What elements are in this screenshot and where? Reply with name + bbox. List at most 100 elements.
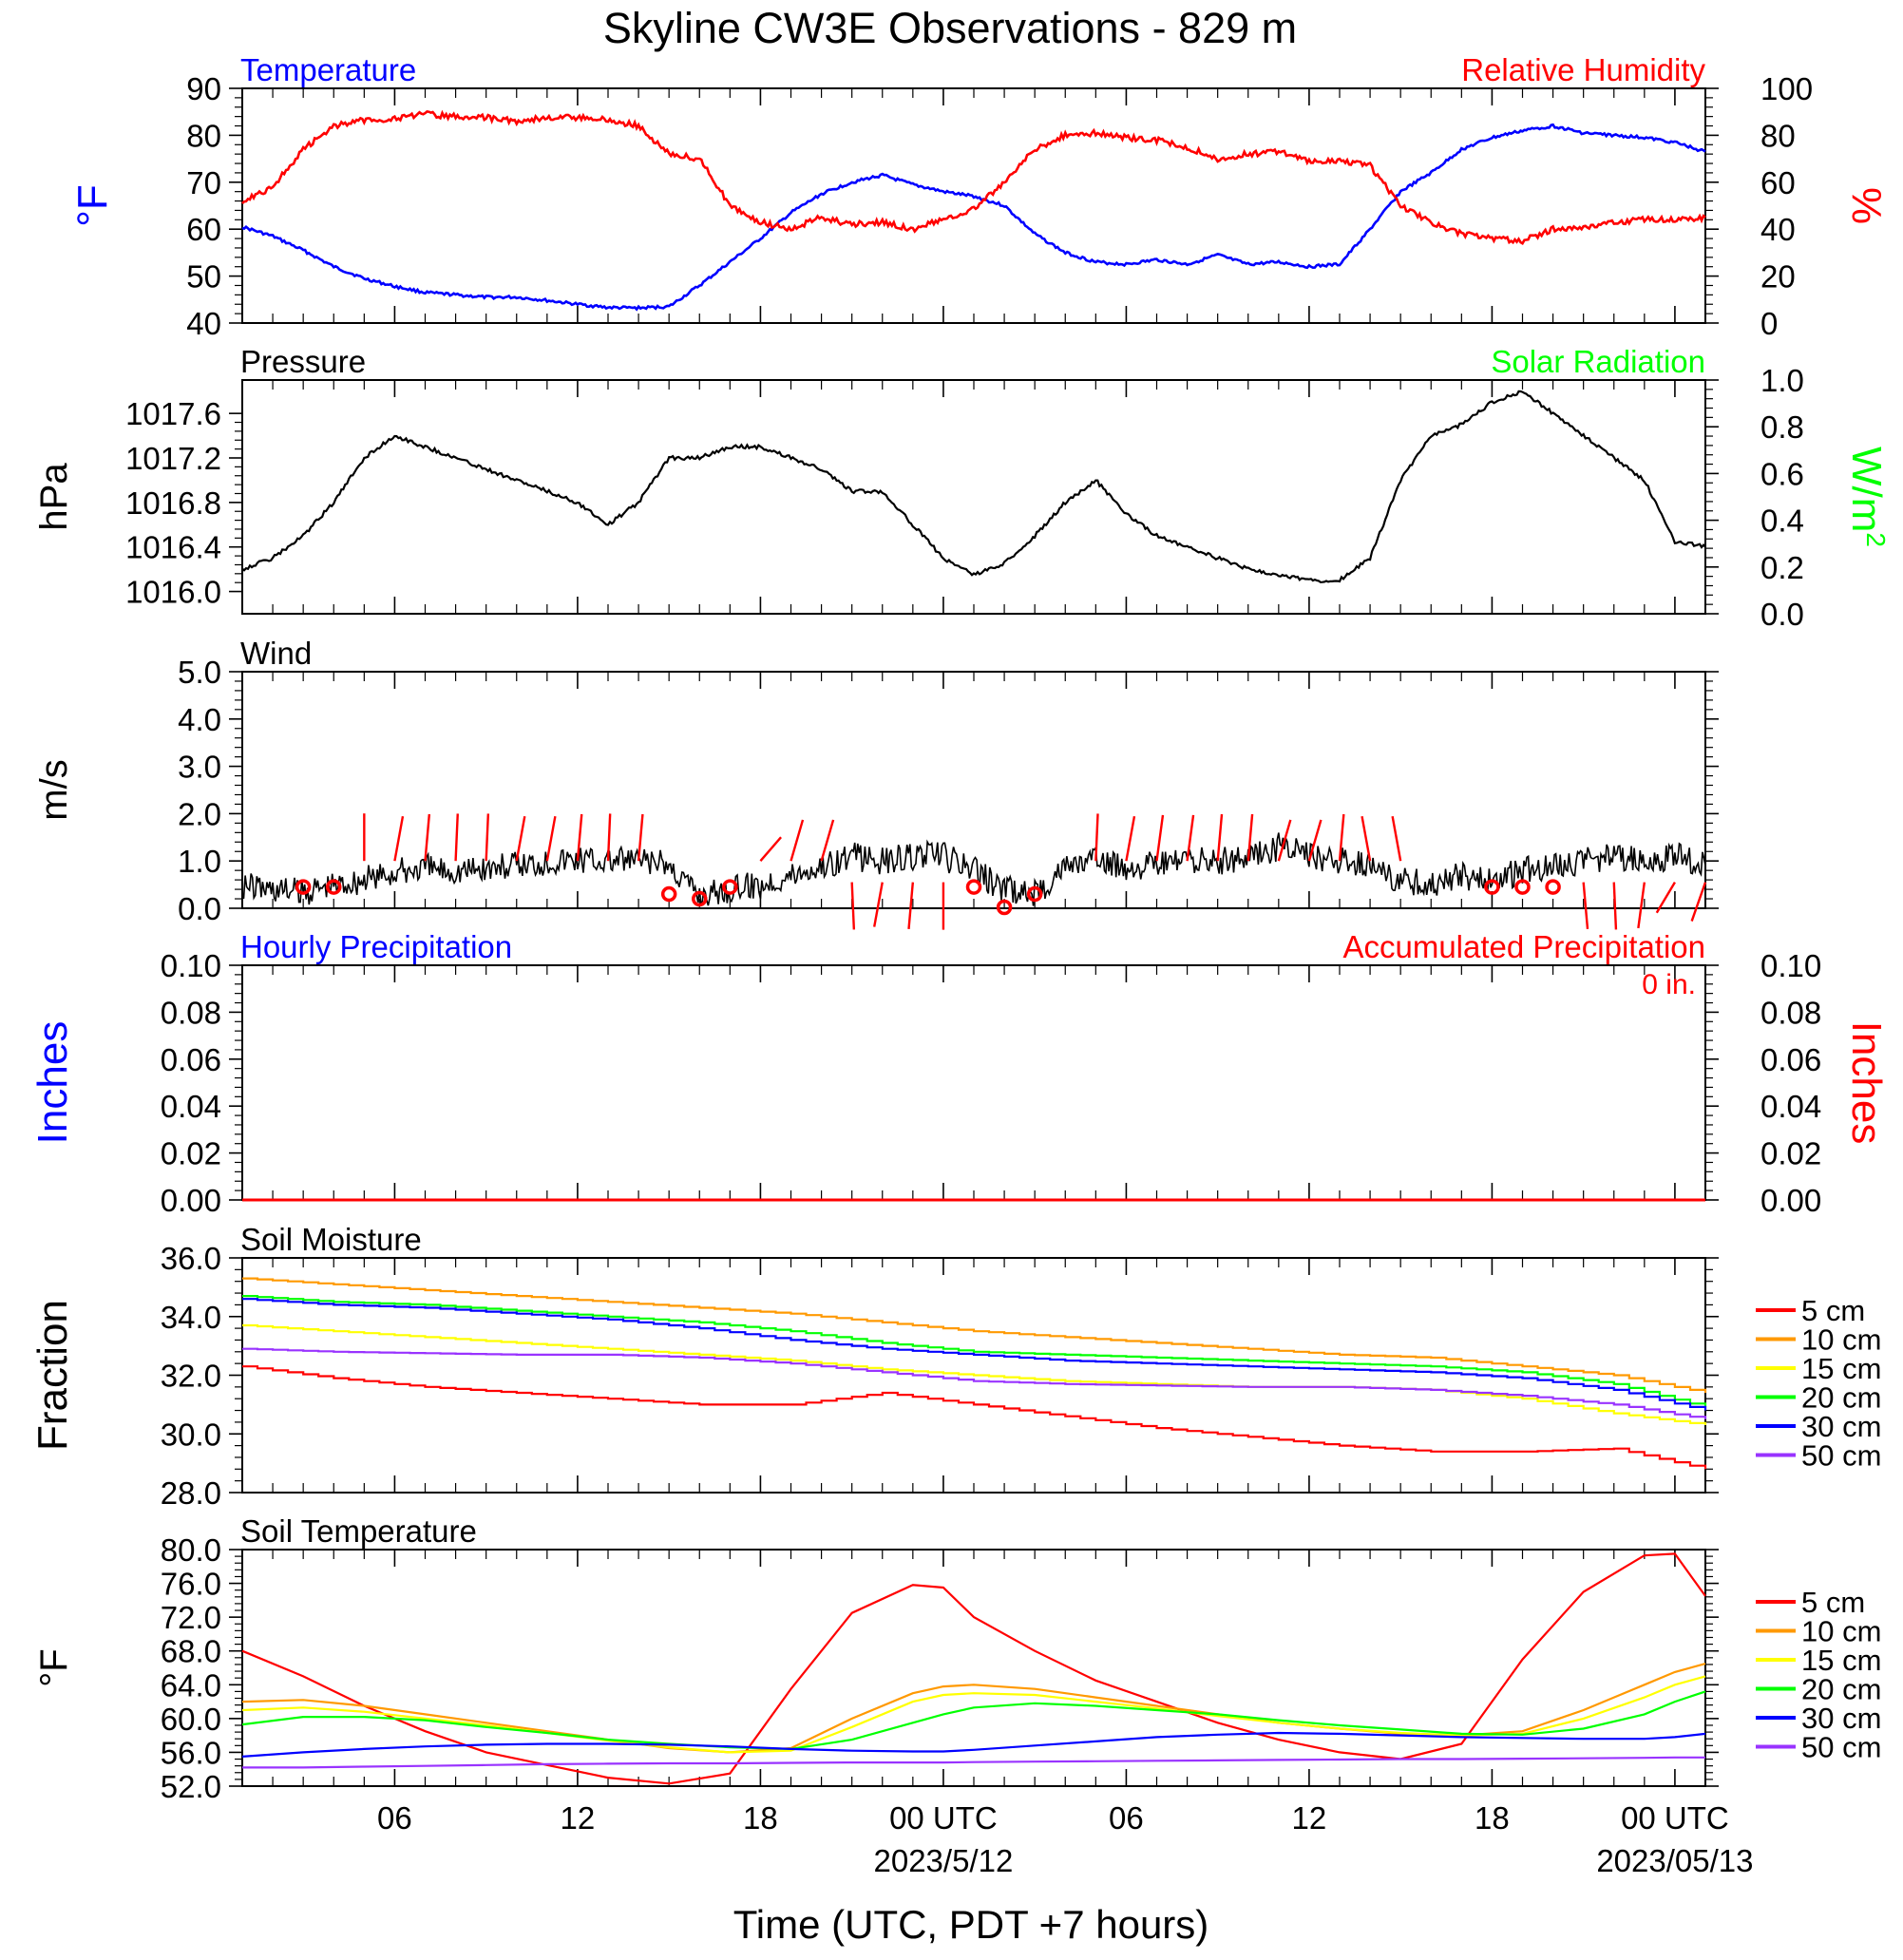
panel-4: 0.00 0.02 0.04 0.06 0.08 0.10 0.00 0.02 0.04 0.06… <box>29 929 1890 1218</box>
x-tick-label: 06 <box>377 1800 412 1836</box>
y-tick-label: 0.0 <box>178 891 221 926</box>
y-axis-label-left: Fraction <box>29 1300 76 1451</box>
wind-barb <box>1186 814 1195 862</box>
y-tick-label: 3.0 <box>178 750 221 785</box>
time-axis-labels: 06 12 18 00 UTC 06 12 18 00 UTC 2023/5/12 2023/05… <box>377 1800 1753 1878</box>
series-line-relative-humidity <box>241 109 1706 245</box>
series-line-depth-10cm <box>241 1663 1706 1754</box>
legend-label: 15 cm <box>1801 1644 1881 1677</box>
y-tick-label: 34.0 <box>161 1300 221 1335</box>
y-tick-label: 70 <box>186 165 221 200</box>
panel-title-left: Hourly Precipitation <box>240 929 512 964</box>
wind-barb <box>606 813 612 862</box>
y-tick-label: 60.0 <box>161 1702 221 1737</box>
wind-barb <box>485 813 490 862</box>
series-line-depth-30cm <box>241 1731 1706 1758</box>
calm-wind-marker <box>722 879 738 895</box>
series-line-depth-50cm <box>242 1756 1705 1769</box>
x-tick-label: 12 <box>1292 1800 1327 1836</box>
panel-title-right: Relative Humidity <box>1461 52 1705 87</box>
y-tick-label: 0.2 <box>1760 550 1804 585</box>
legend-label: 20 cm <box>1801 1673 1881 1706</box>
x-tick-label: 18 <box>1475 1800 1510 1836</box>
series-line-pressure <box>241 390 1706 583</box>
panels-group: 40 50 60 70 80 90 0 20 40 60 80 100 Temperature Relat… <box>29 52 1892 1804</box>
panel-title-left: Pressure <box>240 344 366 379</box>
plot-frame <box>241 379 1706 615</box>
y-tick-label: 28.0 <box>161 1475 221 1511</box>
y-tick-label: 1.0 <box>1760 363 1804 398</box>
y-tick-label: 36.0 <box>161 1241 221 1276</box>
y-tick-label: 1017.6 <box>125 396 221 431</box>
y-tick-label: 0.10 <box>161 948 221 983</box>
calm-wind-marker <box>660 885 677 903</box>
y-tick-label: 30.0 <box>161 1417 221 1452</box>
wind-barb <box>1155 814 1165 862</box>
panel-title-right: Solar Radiation <box>1491 344 1705 379</box>
panel-title-left: Soil Temperature <box>240 1513 477 1549</box>
y-tick-label: 0.00 <box>1760 1183 1821 1218</box>
x-tick-label: 12 <box>561 1800 596 1836</box>
legend-label: 10 cm <box>1801 1323 1881 1357</box>
calm-wind-marker <box>1514 879 1531 895</box>
y-tick-label: 100 <box>1760 71 1813 106</box>
series-line-temperature <box>241 123 1706 312</box>
series-line-depth-15cm <box>241 1675 1706 1754</box>
series-line-wind-speed <box>241 832 1706 906</box>
y-axis-label-right: Inches <box>1843 1021 1890 1145</box>
y-tick-label: 68.0 <box>161 1634 221 1669</box>
series-line-depth-20cm <box>241 1690 1706 1751</box>
y-tick-label: 1016.4 <box>125 530 221 565</box>
y-tick-label: 1.0 <box>178 844 221 879</box>
wind-barb <box>1277 819 1292 862</box>
y-tick-label: 20 <box>1760 259 1796 295</box>
series-line-depth-10cm <box>242 1277 1707 1393</box>
calm-wind-marker <box>692 890 708 907</box>
legend-label: 50 cm <box>1801 1731 1881 1764</box>
y-axis-label-left: Inches <box>29 1021 76 1145</box>
y-tick-label: 0.06 <box>161 1042 221 1077</box>
y-tick-label: 80 <box>1760 118 1796 153</box>
y-tick-label: 80 <box>186 118 221 153</box>
legend-label: 10 cm <box>1801 1615 1881 1648</box>
legend-label: 15 cm <box>1801 1352 1881 1385</box>
x-tick-label: 00 UTC <box>1621 1800 1729 1836</box>
y-tick-label: 90 <box>186 71 221 106</box>
calm-wind-marker <box>295 879 312 895</box>
wind-barb <box>820 819 835 862</box>
calm-wind-marker <box>996 899 1013 916</box>
panel-5: 28.0 30.0 32.0 34.0 36.0 Soil Moisture Fractio… <box>29 1222 1881 1511</box>
wind-barb <box>1582 882 1589 929</box>
y-tick-label: 0 <box>1760 306 1778 341</box>
y-tick-label: 76.0 <box>161 1567 221 1602</box>
wind-barb <box>759 836 782 862</box>
y-tick-label: 64.0 <box>161 1667 221 1703</box>
series-line-depth-5cm <box>241 1552 1706 1785</box>
y-tick-label: 0.6 <box>1760 456 1804 491</box>
y-tick-label: 4.0 <box>178 702 221 737</box>
y-tick-label: 0.04 <box>161 1089 221 1124</box>
wind-barb <box>515 816 526 862</box>
calm-wind-marker <box>1026 885 1043 903</box>
y-tick-label: 0.08 <box>1760 995 1821 1030</box>
y-tick-label: 32.0 <box>161 1359 221 1394</box>
y-axis-label-right: % <box>1843 187 1890 224</box>
series-line-depth-20cm <box>242 1295 1707 1408</box>
wind-barb <box>1338 813 1345 862</box>
wind-barb <box>1655 881 1676 914</box>
x-tick-label: 06 <box>1109 1800 1144 1836</box>
x-axis-label: Time (UTC, PDT +7 hours) <box>733 1902 1209 1947</box>
y-tick-label: 0.02 <box>1760 1136 1821 1171</box>
series-line-depth-50cm <box>242 1347 1707 1419</box>
panel-title-left: Soil Moisture <box>240 1222 422 1257</box>
x-date-label: 2023/05/13 <box>1596 1843 1753 1878</box>
wind-barb <box>1246 813 1254 862</box>
panel-3: 0.0 1.0 2.0 3.0 4.0 5.0 Wind m/s <box>33 636 1719 930</box>
wind-barb <box>1391 816 1402 862</box>
y-axis-label-superscript: 2 <box>1862 532 1892 547</box>
wind-barb <box>545 816 557 862</box>
y-tick-label: 0.04 <box>1760 1089 1821 1124</box>
panel-2: 1016.0 1016.4 1016.8 1017.2 1017.6 0.0 0.2 0.4 0… <box>33 344 1892 632</box>
y-axis-label-right: W/m2 <box>1843 447 1892 547</box>
